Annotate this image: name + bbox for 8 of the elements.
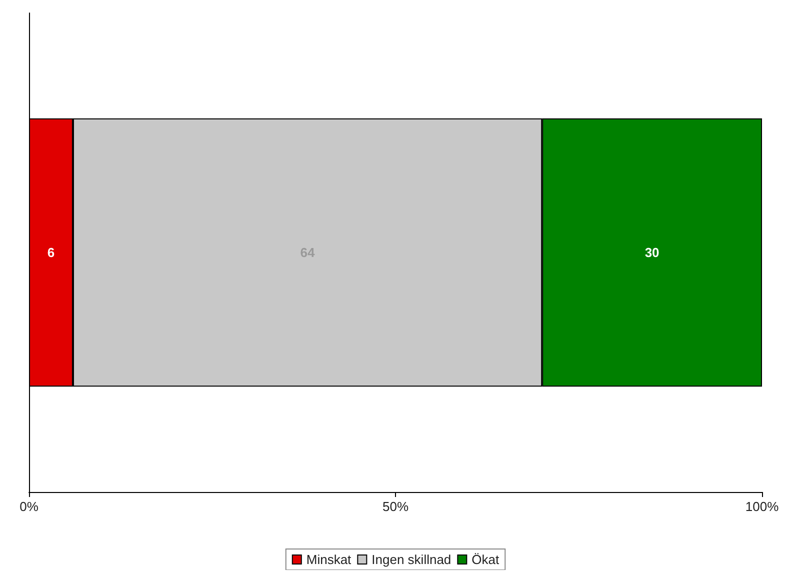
legend-label: Ingen skillnad: [372, 552, 452, 567]
data-label: 30: [644, 245, 660, 260]
legend-label: Minskat: [306, 552, 352, 567]
legend-label: Ökat: [472, 552, 500, 567]
data-label: 6: [47, 245, 55, 260]
x-tick-label: 100%: [745, 499, 780, 514]
x-tick-label: 50%: [382, 499, 409, 514]
x-tick-label: 0%: [20, 499, 39, 514]
